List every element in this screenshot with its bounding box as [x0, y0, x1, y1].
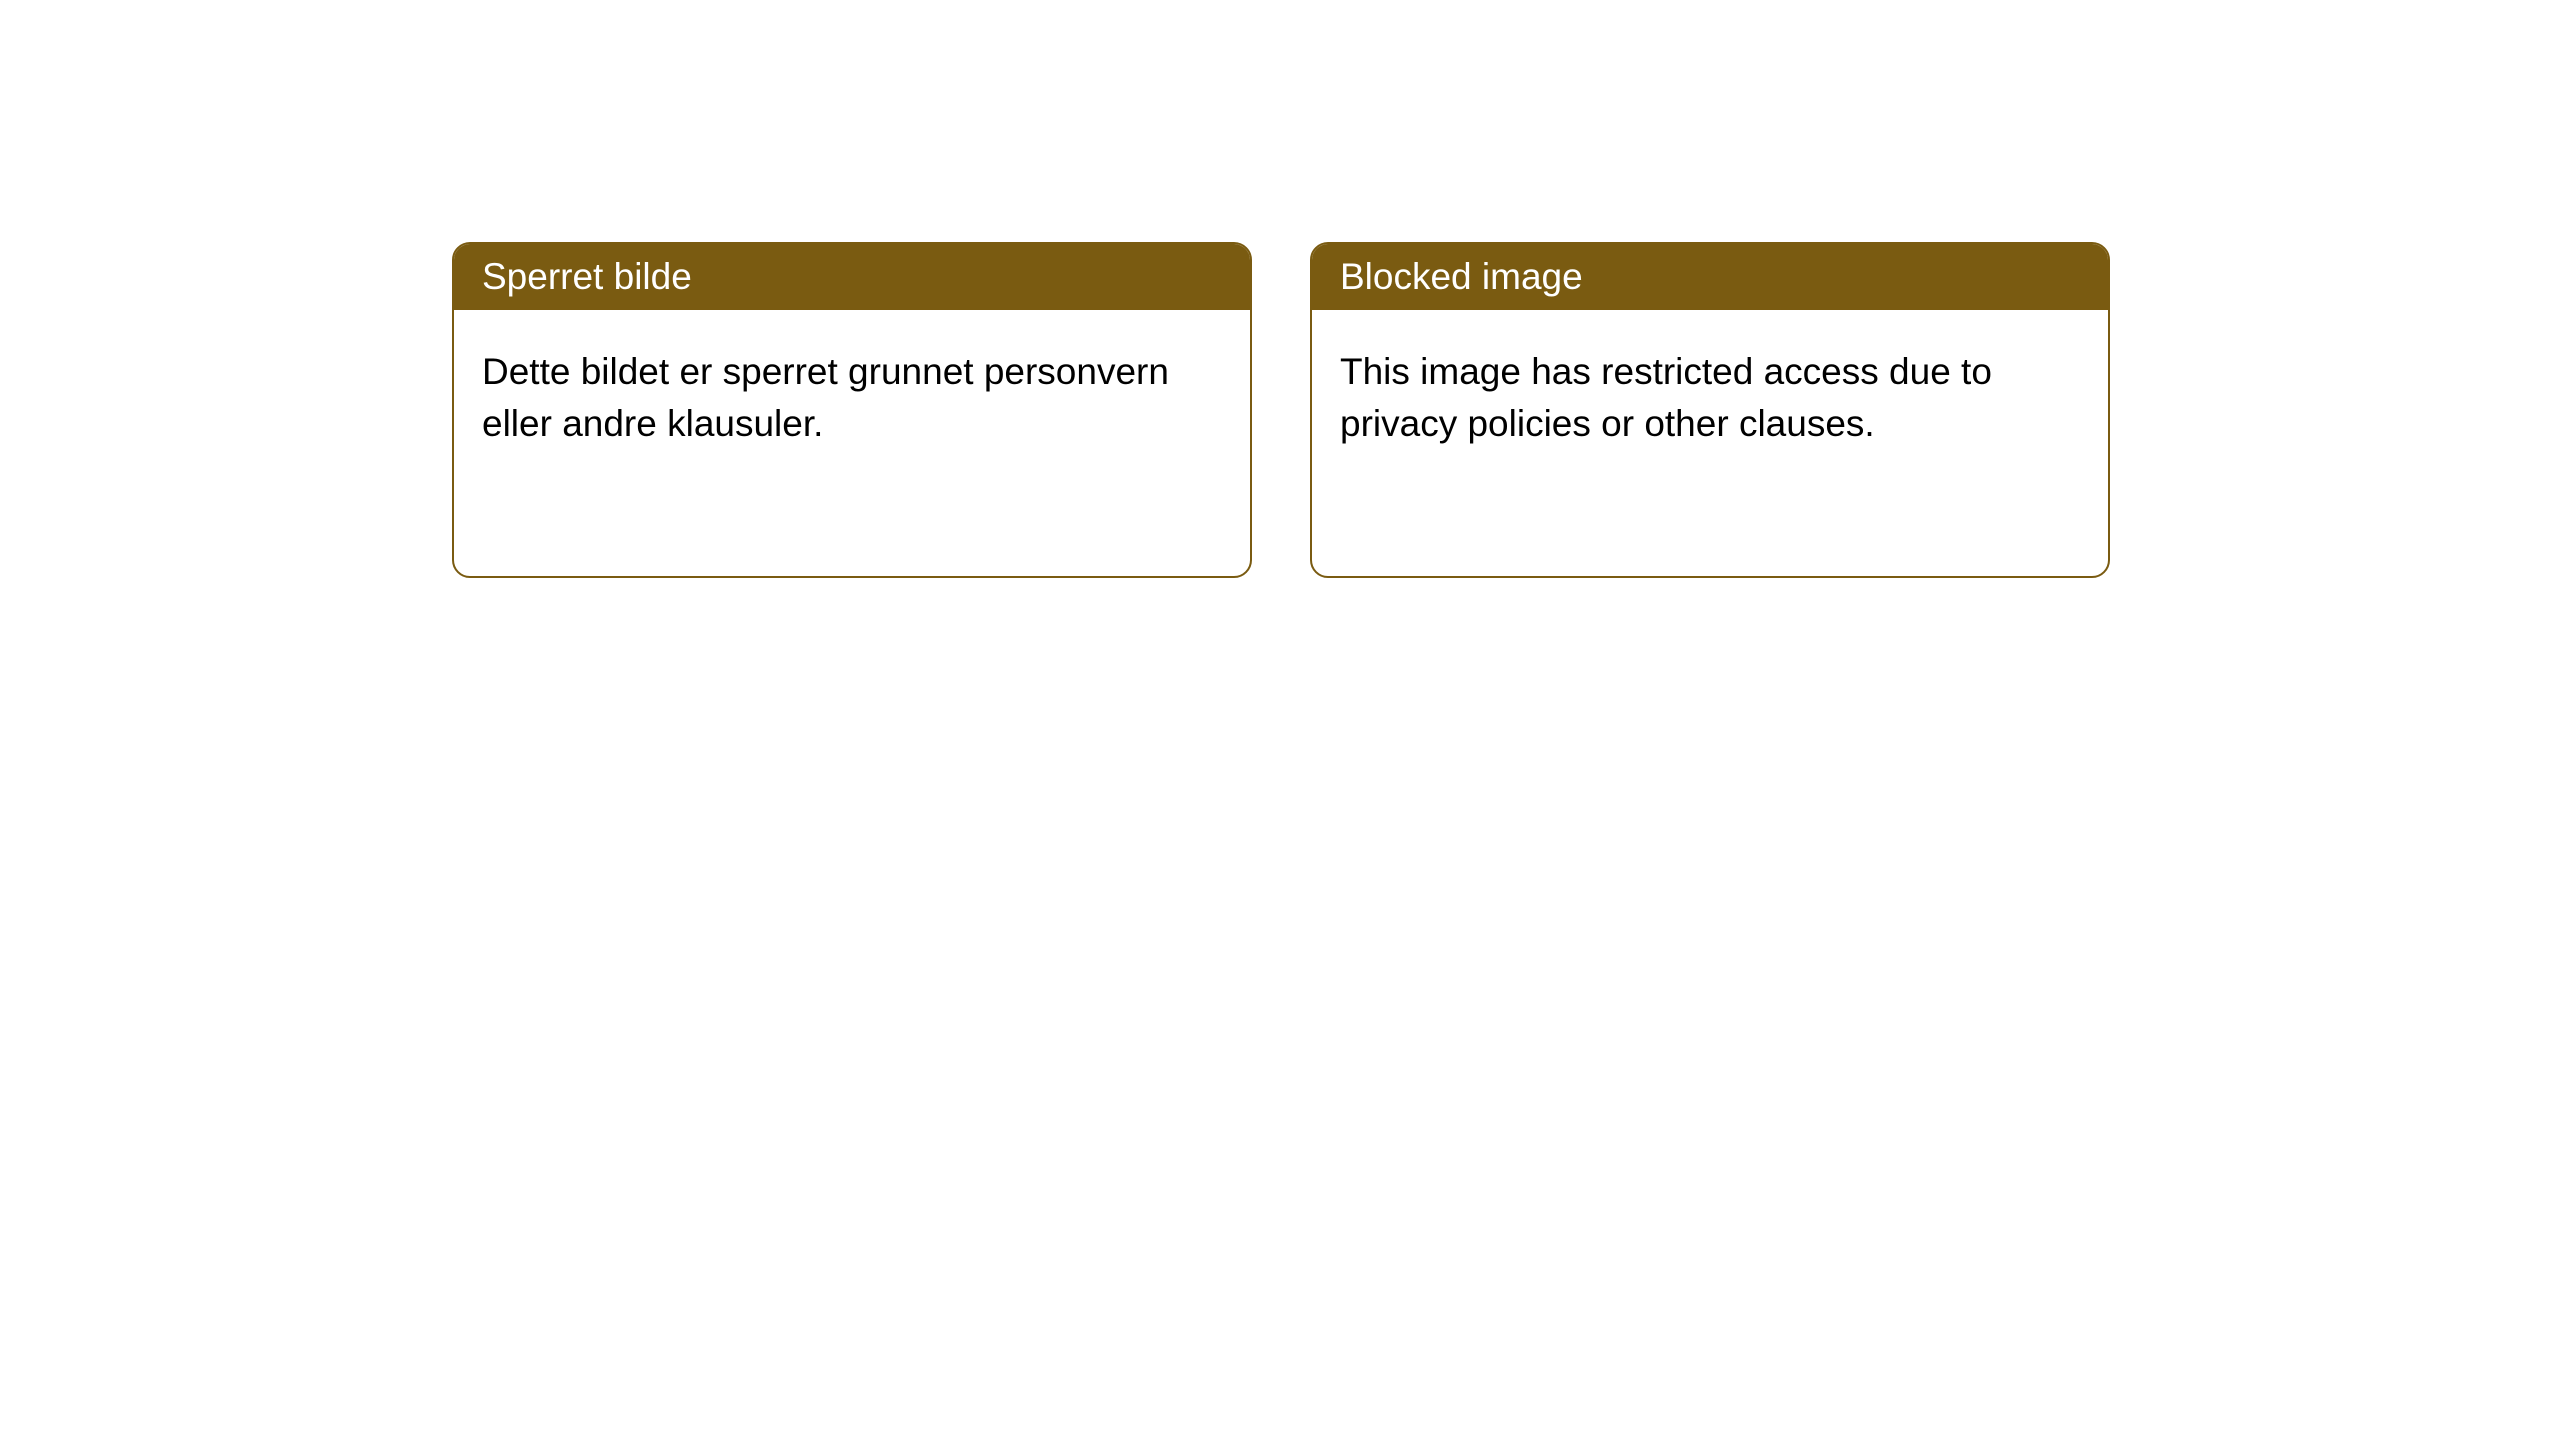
- card-body: This image has restricted access due to …: [1312, 310, 2108, 486]
- card-title: Blocked image: [1340, 256, 1583, 297]
- notice-card-english: Blocked image This image has restricted …: [1310, 242, 2110, 578]
- notice-card-norwegian: Sperret bilde Dette bildet er sperret gr…: [452, 242, 1252, 578]
- card-body: Dette bildet er sperret grunnet personve…: [454, 310, 1250, 486]
- card-header: Sperret bilde: [454, 244, 1250, 310]
- notice-cards-container: Sperret bilde Dette bildet er sperret gr…: [452, 242, 2110, 578]
- card-title: Sperret bilde: [482, 256, 692, 297]
- card-body-text: Dette bildet er sperret grunnet personve…: [482, 351, 1169, 444]
- card-body-text: This image has restricted access due to …: [1340, 351, 1992, 444]
- card-header: Blocked image: [1312, 244, 2108, 310]
